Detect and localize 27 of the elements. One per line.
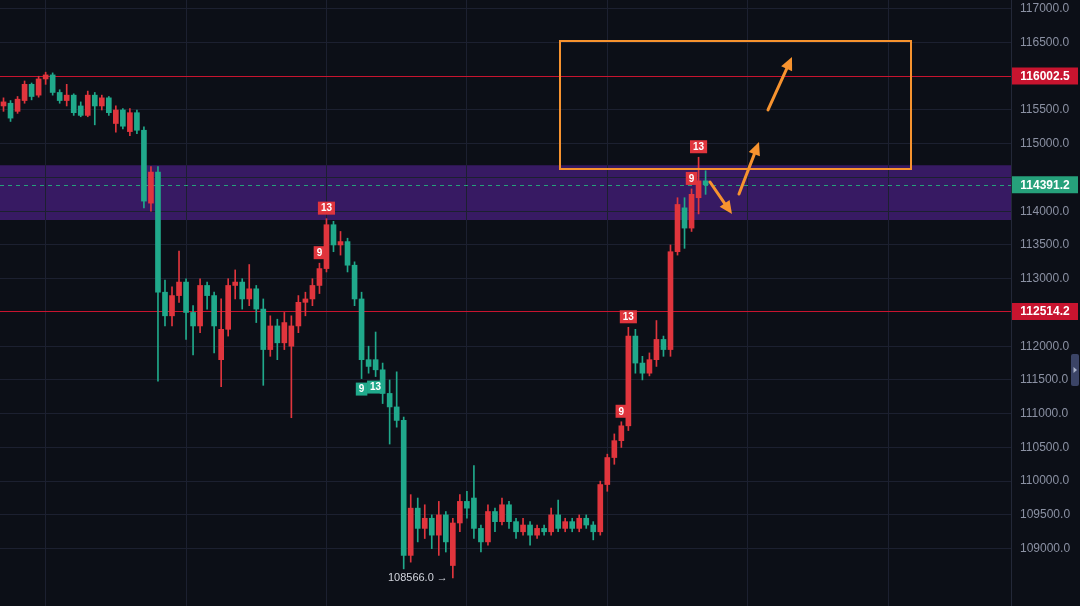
y-tick-label: 115500.0 [1020,102,1070,117]
y-tick-label: 113000.0 [1020,271,1070,286]
y-tick-label: 117000.0 [1020,1,1070,16]
y-tick-label: 114000.0 [1020,203,1070,218]
annotation: 13 [622,311,635,323]
y-tick-label: 112000.0 [1020,338,1070,353]
annotation: 9 [316,246,323,258]
annotation: 13 [693,140,705,152]
ref-line-label: 114391.2 [1020,177,1071,192]
y-tick-label: 110000.0 [1020,473,1070,488]
y-tick-label: 115000.0 [1020,136,1070,151]
y-tick-label: 110500.0 [1020,439,1070,454]
annotation: 13 [370,381,382,393]
annotation: 108566.0 → [387,570,448,583]
annotation: 13 [320,202,333,214]
y-tick-label: 111500.0 [1020,372,1069,387]
candlestick [246,264,253,307]
ref-line-label: 112514.2 [1020,304,1071,319]
y-tick-label: 109000.0 [1020,540,1071,555]
y-tick-label: 113500.0 [1020,237,1070,252]
annotation: 9 [618,405,625,417]
y-tick-label: 111000.0 [1020,405,1069,420]
annotation: 9 [688,172,695,184]
y-tick-label: 109500.0 [1020,507,1071,522]
y-tick-label: 116500.0 [1020,34,1070,49]
annotation: 9 [358,383,365,395]
ref-line-label: 116002.5 [1020,68,1071,83]
